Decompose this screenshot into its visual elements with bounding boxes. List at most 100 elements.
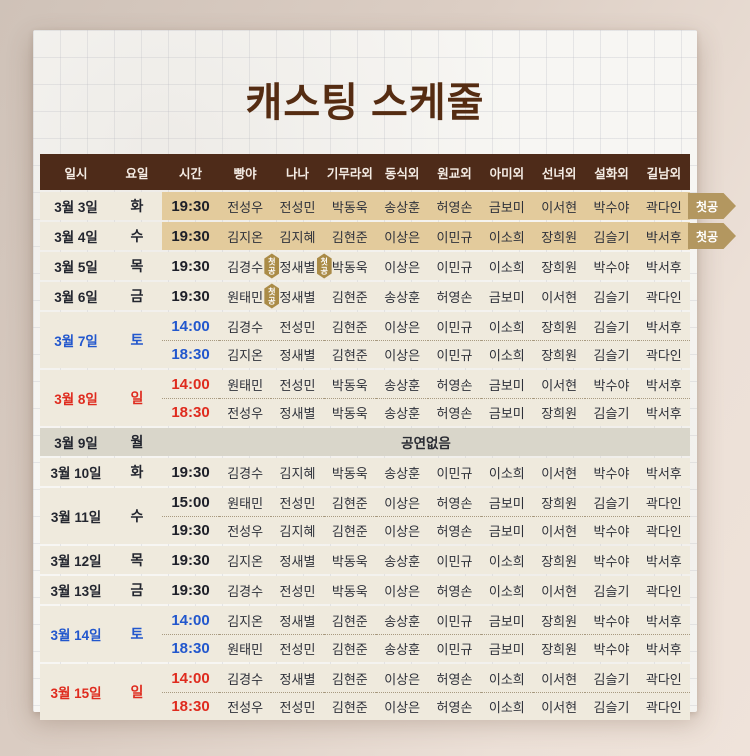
day-cell: 일	[112, 370, 162, 426]
cast-cell: 허영손	[428, 664, 481, 692]
cast-cell: 금보미	[480, 488, 533, 516]
cast-cell: 박수야	[585, 370, 638, 398]
cast-cell: 이민규	[428, 252, 481, 280]
cast-cell: 금보미	[480, 516, 533, 544]
cast-cell: 곽다인	[637, 282, 690, 310]
time-cell: 19:30	[162, 282, 219, 310]
cast-cell: 허영손	[428, 516, 481, 544]
cast-cell: 김현준	[323, 634, 376, 662]
time-cell: 19:30	[162, 516, 219, 544]
cast-cell: 이소희	[480, 458, 533, 486]
cast-cell: 정새별	[271, 664, 324, 692]
cast-cell: 정새별	[271, 282, 324, 310]
cast-cell: 이서현	[532, 664, 586, 692]
cast-cell: 박서후	[637, 252, 690, 280]
cast-cell: 김현준	[323, 606, 376, 634]
day-cell: 금	[112, 282, 162, 310]
time-cell: 18:30	[162, 340, 219, 368]
page-title: 캐스팅 스케줄	[245, 81, 485, 125]
header-cell-3: 빵야	[233, 166, 257, 181]
cast-cell: 박수야	[585, 192, 638, 220]
date-cell: 3월 6일	[40, 282, 112, 310]
cast-cell: 금보미	[480, 192, 533, 220]
header-cell-11: 길남외	[646, 166, 682, 181]
cast-cell: 곽다인	[637, 340, 690, 368]
cast-cell: 정새별	[271, 340, 324, 368]
day-cell: 수	[112, 222, 162, 250]
cast-cell: 김슬기	[585, 282, 638, 310]
cast-cell: 전성민	[271, 576, 324, 604]
date-cell: 3월 4일	[40, 222, 112, 250]
cast-cell: 허영손	[428, 692, 481, 720]
time-cell: 15:00	[162, 488, 219, 516]
cast-cell: 김슬기	[585, 340, 638, 368]
cast-cell: 원태민	[219, 370, 272, 398]
day-cell: 수	[112, 488, 162, 544]
cast-cell: 이소희	[480, 664, 533, 692]
cast-cell: 김슬기	[585, 488, 638, 516]
cast-cell: 김경수	[219, 312, 272, 340]
header-cell-0: 일시	[64, 166, 88, 181]
cast-cell: 김지혜	[271, 222, 324, 250]
cast-cell: 김현준	[323, 488, 376, 516]
cast-cell: 송상훈	[375, 458, 429, 486]
cast-cell: 송상훈	[375, 606, 429, 634]
cast-cell: 전성민	[271, 692, 324, 720]
date-cell: 3월 9일	[40, 428, 112, 456]
cast-cell: 박수야	[585, 634, 638, 662]
day-cell: 화	[112, 192, 162, 220]
cast-cell: 김현준	[323, 516, 376, 544]
cast-cell: 금보미	[480, 398, 533, 426]
cast-cell: 장희원	[532, 398, 586, 426]
cast-cell: 김현준	[323, 312, 376, 340]
time-cell: 19:30	[162, 576, 219, 604]
cast-cell: 원태민 첫 공	[219, 282, 280, 310]
no-show-cell: 공연없음	[162, 428, 690, 456]
header-cell-6: 동식외	[384, 166, 420, 181]
cast-cell: 원태민	[219, 634, 272, 662]
schedule-group: 3월 4일 수 19:30 김지온 김지혜 김현준 이상은 이민규 이소희 장희원 김슬기 박서후 첫공	[40, 222, 736, 250]
schedule-group: 3월 9일 월 공연없음	[40, 428, 690, 456]
date-cell: 3월 14일	[40, 606, 112, 662]
cast-cell: 장희원	[532, 488, 586, 516]
cast-cell: 금보미	[480, 634, 533, 662]
cast-cell: 전성우	[219, 692, 272, 720]
header-cell-5: 기무라외	[326, 166, 373, 181]
cast-cell: 박동욱	[323, 546, 376, 574]
cast-cell: 이민규	[428, 606, 481, 634]
cast-cell: 이서현	[532, 692, 586, 720]
date-cell: 3월 5일	[40, 252, 112, 280]
time-cell: 14:00	[162, 606, 219, 634]
cast-cell: 장희원	[532, 546, 586, 574]
cast-cell: 박수야	[585, 252, 638, 280]
cast-cell: 김지온	[219, 606, 272, 634]
schedule-group: 3월 3일 화 19:30 전성우 전성민 박동욱 송상훈 허영손 금보미 이서현 박수야 곽다인 첫공	[40, 192, 736, 220]
cast-cell: 허영손	[428, 282, 481, 310]
time-cell: 14:00	[162, 312, 219, 340]
cast-cell: 정새별	[271, 546, 324, 574]
date-cell: 3월 3일	[40, 192, 112, 220]
cast-cell: 이민규	[428, 546, 481, 574]
time-cell: 18:30	[162, 692, 219, 720]
cast-cell: 전성우	[219, 516, 272, 544]
schedule-group: 3월 8일 일 14:00 원태민 전성민 박동욱 송상훈 허영손 금보미 이서현 박수야 박서후 18…	[40, 370, 690, 426]
cast-cell: 이상은	[375, 222, 429, 250]
header-cell-4: 나나	[285, 166, 309, 181]
cast-cell: 김지혜	[271, 458, 324, 486]
cast-cell: 송상훈	[375, 282, 429, 310]
cast-cell: 전성우	[219, 398, 272, 426]
date-cell: 3월 15일	[40, 664, 112, 720]
cast-cell: 정새별 첫 공	[271, 252, 332, 280]
time-cell: 18:30	[162, 398, 219, 426]
cast-cell: 장희원	[532, 222, 586, 250]
cast-cell: 김현준	[323, 282, 376, 310]
day-cell: 목	[112, 546, 162, 574]
casting-schedule-table: 일시 요일 시간 빵야 나나 기무라외 동식외 원교외 아미외 선녀외 설화외 길남외 3월 3일 화 1…	[40, 154, 736, 720]
cast-cell: 이소희	[480, 692, 533, 720]
cast-cell: 김경수	[219, 458, 272, 486]
cast-cell: 이민규	[428, 340, 481, 368]
cast-cell: 김현준	[323, 340, 376, 368]
cast-cell: 김현준	[323, 664, 376, 692]
header-cell-7: 원교외	[437, 166, 472, 181]
